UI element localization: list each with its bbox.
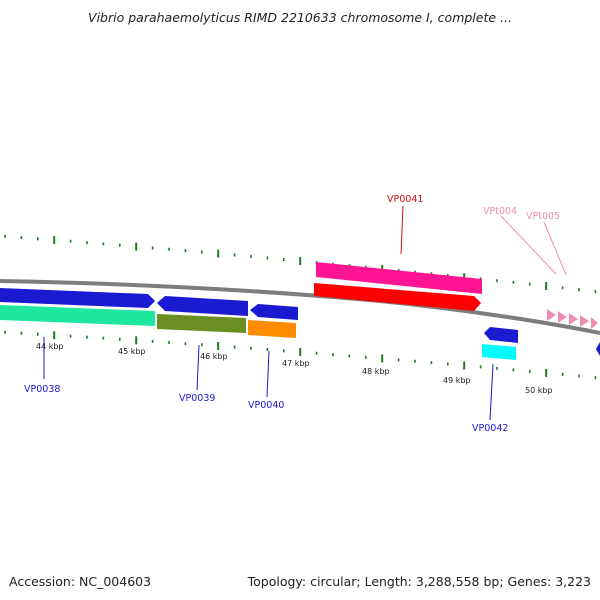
- gene-label-vp0038[interactable]: VP0038: [24, 384, 60, 395]
- cds-vp0042-blue[interactable]: [484, 327, 518, 343]
- gene-vp0038-bar[interactable]: [0, 305, 155, 326]
- trna-arrow-4[interactable]: [580, 315, 589, 327]
- trna-markers: [547, 309, 598, 329]
- kbp-labels: 44 kbp 45 kbp 46 kbp 47 kbp 48 kbp 49 kb…: [36, 342, 553, 395]
- gene-label-vp0041[interactable]: VP0041: [387, 194, 423, 205]
- gene-label-vp0040[interactable]: VP0040: [248, 400, 284, 411]
- gene-label-vpt005[interactable]: VPt005: [526, 211, 560, 222]
- gene-vp0040-bar[interactable]: [248, 320, 296, 338]
- kbp-label: 45 kbp: [118, 347, 146, 356]
- map-title: Vibrio parahaemolyticus RIMD 2210633 chr…: [88, 10, 512, 25]
- trna-arrow-3[interactable]: [569, 313, 578, 325]
- leader-vpt004: [500, 215, 557, 275]
- gene-vp0039-bar[interactable]: [157, 314, 246, 333]
- trna-arrow-2[interactable]: [558, 311, 567, 323]
- kbp-label: 49 kbp: [443, 376, 471, 385]
- chromosome-backbone: [0, 279, 600, 335]
- leader-vp0040: [266, 350, 270, 398]
- leader-vp0042: [489, 363, 494, 421]
- gene-label-vpt004[interactable]: VPt004: [483, 206, 517, 217]
- topology-info-text: Topology: circular; Length: 3,288,558 bp…: [247, 574, 591, 589]
- cds-plus-blue-3[interactable]: [250, 304, 298, 320]
- cds-plus-blue-2[interactable]: [157, 296, 248, 316]
- gene-label-vp0039[interactable]: VP0039: [179, 393, 215, 404]
- tick-marks-inner: [4, 330, 597, 380]
- gene-vp0042-bar[interactable]: [482, 344, 516, 360]
- kbp-label: 50 kbp: [525, 386, 553, 395]
- trna-arrow-5[interactable]: [591, 317, 598, 329]
- cds-right-edge[interactable]: [596, 342, 600, 356]
- leader-vp0041: [400, 205, 404, 255]
- gene-label-vp0042[interactable]: VP0042: [472, 423, 508, 434]
- accession-text: Accession: NC_004603: [9, 574, 152, 589]
- gene-labels: VP0038 VP0039 VP0040 VP0041 VP0042 VPt00…: [24, 194, 560, 434]
- cds-vp0041-feature[interactable]: [316, 262, 482, 294]
- gene-label-leaders: [43, 205, 567, 421]
- kbp-label: 44 kbp: [36, 342, 64, 351]
- cds-vp0041-red[interactable]: [314, 283, 481, 311]
- leader-vp0039: [196, 344, 200, 391]
- plus-strand-features: [0, 262, 600, 356]
- kbp-label: 48 kbp: [362, 367, 390, 376]
- trna-arrow-1[interactable]: [547, 309, 556, 321]
- cds-plus-blue-1[interactable]: [0, 288, 155, 308]
- kbp-label: 47 kbp: [282, 359, 310, 368]
- kbp-label: 46 kbp: [200, 352, 228, 361]
- leader-vpt005: [543, 221, 567, 276]
- minus-strand-features: [0, 305, 516, 360]
